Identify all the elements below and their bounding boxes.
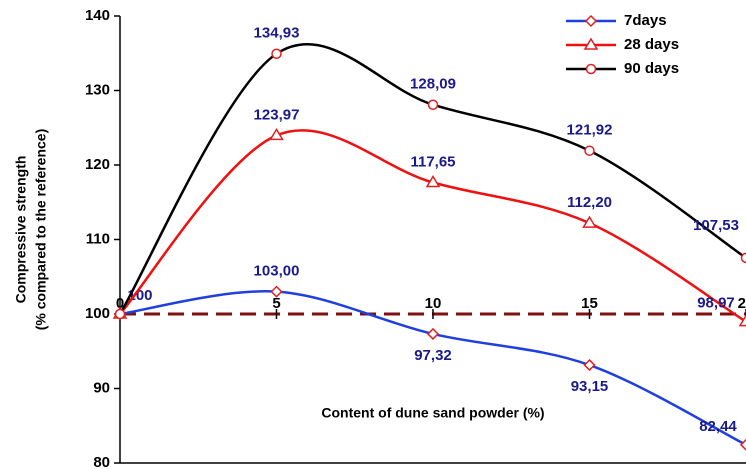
value-label: 112,20 bbox=[567, 194, 612, 211]
marker bbox=[583, 358, 596, 372]
x-tick-label: 5 bbox=[272, 295, 280, 312]
line bbox=[118, 42, 746, 315]
y-tick-label: 140 bbox=[85, 7, 110, 24]
marker bbox=[739, 438, 746, 451]
value-label: 121,92 bbox=[567, 122, 613, 139]
marker bbox=[740, 252, 746, 264]
x-tick-label: 15 bbox=[581, 295, 598, 312]
marker bbox=[427, 99, 439, 110]
marker bbox=[426, 327, 440, 341]
value-label: 93,15 bbox=[571, 378, 609, 395]
value-label: 97,32 bbox=[414, 347, 452, 364]
series: 134,93 128,09 121,92 107,53 bbox=[114, 25, 746, 320]
marker bbox=[583, 37, 599, 50]
line bbox=[119, 129, 746, 323]
y-tick-label: 80 bbox=[93, 454, 110, 469]
marker bbox=[584, 145, 595, 156]
value-label: 100 bbox=[127, 287, 152, 304]
value-label: 103,00 bbox=[254, 263, 300, 280]
value-label: 82,44 bbox=[699, 418, 737, 435]
legend-label: 90 days bbox=[624, 60, 679, 77]
marker bbox=[582, 215, 597, 228]
x-tick-label: 20 bbox=[738, 295, 746, 312]
value-label: 123,97 bbox=[254, 106, 300, 123]
value-label: 134,93 bbox=[254, 25, 300, 42]
marker bbox=[271, 48, 282, 60]
marker bbox=[425, 175, 441, 188]
marker bbox=[114, 308, 126, 320]
value-label: 128,09 bbox=[410, 76, 456, 93]
marker bbox=[584, 14, 598, 28]
y-tick-label: 120 bbox=[85, 156, 110, 173]
y-tick-label: 100 bbox=[85, 305, 110, 322]
y-tick-label: 110 bbox=[86, 230, 110, 247]
marker bbox=[270, 285, 283, 298]
value-label: 107,53 bbox=[693, 217, 739, 234]
y-tick-label: 130 bbox=[85, 81, 110, 98]
value-label: 117,65 bbox=[410, 153, 455, 170]
y-axis-title: Compressive strength bbox=[13, 156, 29, 304]
y-tick-label: 90 bbox=[93, 379, 110, 396]
y-axis-title: (% compared to the reference) bbox=[33, 129, 49, 331]
marker bbox=[585, 63, 597, 75]
legend-label: 28 days bbox=[624, 36, 679, 53]
legend-label: 7days bbox=[624, 12, 667, 29]
value-label: 98,97 bbox=[697, 295, 735, 312]
marker bbox=[269, 127, 284, 141]
marker bbox=[738, 314, 746, 327]
x-tick-label: 0 bbox=[116, 295, 124, 312]
x-axis-title: Content of dune sand powder (%) bbox=[321, 405, 544, 421]
x-tick-label: 10 bbox=[425, 295, 442, 312]
series: 123,97 117,65 112,20 98,97 bbox=[112, 106, 746, 327]
